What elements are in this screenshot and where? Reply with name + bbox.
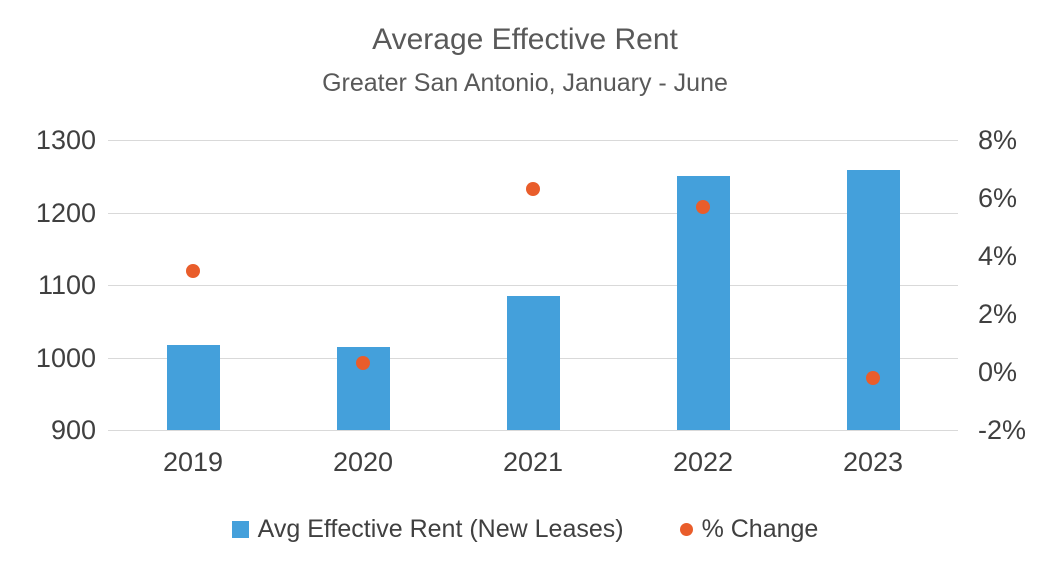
point-2019 <box>186 263 200 278</box>
bar-2021 <box>506 295 560 430</box>
point-2021 <box>526 182 540 197</box>
left-axis-tick-label: 1000 <box>35 342 96 373</box>
right-axis: 8% 6% 4% 2% 0% -2% <box>978 0 1050 575</box>
legend: Avg Effective Rent (New Leases) % Change <box>0 514 1050 544</box>
left-axis-tick-label: 1200 <box>35 197 96 228</box>
bar-2022 <box>676 175 730 430</box>
right-axis-tick-label: 2% <box>978 299 1018 329</box>
left-axis-tick-label: 1300 <box>35 125 96 155</box>
chart-title: Average Effective Rent <box>372 23 678 56</box>
left-axis-tick-label: 1100 <box>37 270 96 300</box>
bar-2019 <box>166 345 220 430</box>
legend-rent-label: Avg Effective Rent (New Leases) <box>257 515 624 543</box>
bar-swatch-icon <box>231 520 249 538</box>
x-axis-category-label: 2021 <box>502 447 564 477</box>
dot-swatch-icon <box>679 522 693 536</box>
left-axis-tick-label: 900 <box>50 415 96 445</box>
x-axis-category-label: 2022 <box>672 447 734 477</box>
gridline <box>108 140 958 141</box>
chart-subtitle: Greater San Antonio, January - June <box>322 69 728 97</box>
right-axis-tick-label: -2% <box>978 415 1027 445</box>
bar-2023 <box>846 169 900 430</box>
x-axis-category-label: 2019 <box>162 447 224 477</box>
left-axis: 1300 1200 1100 1000 900 <box>0 0 96 575</box>
right-axis-tick-label: 8% <box>978 125 1018 155</box>
gridline <box>108 430 958 431</box>
legend-entry-change: % Change <box>679 514 819 544</box>
point-2022 <box>696 199 710 214</box>
right-axis-tick-label: 0% <box>978 357 1018 387</box>
point-2020 <box>356 356 370 371</box>
gridline <box>108 212 958 214</box>
point-2023 <box>866 370 880 385</box>
legend-entry-rent: Avg Effective Rent (New Leases) <box>231 514 624 544</box>
plot-area <box>108 140 958 431</box>
right-axis-tick-label: 4% <box>978 241 1018 271</box>
x-axis-category-label: 2020 <box>332 447 394 477</box>
x-axis-category-label: 2023 <box>842 447 904 477</box>
legend-change-label: % Change <box>701 515 819 543</box>
x-axis: 2019 2020 2021 2022 2023 <box>108 446 958 480</box>
right-axis-tick-label: 6% <box>978 183 1018 213</box>
gridline <box>108 285 958 286</box>
